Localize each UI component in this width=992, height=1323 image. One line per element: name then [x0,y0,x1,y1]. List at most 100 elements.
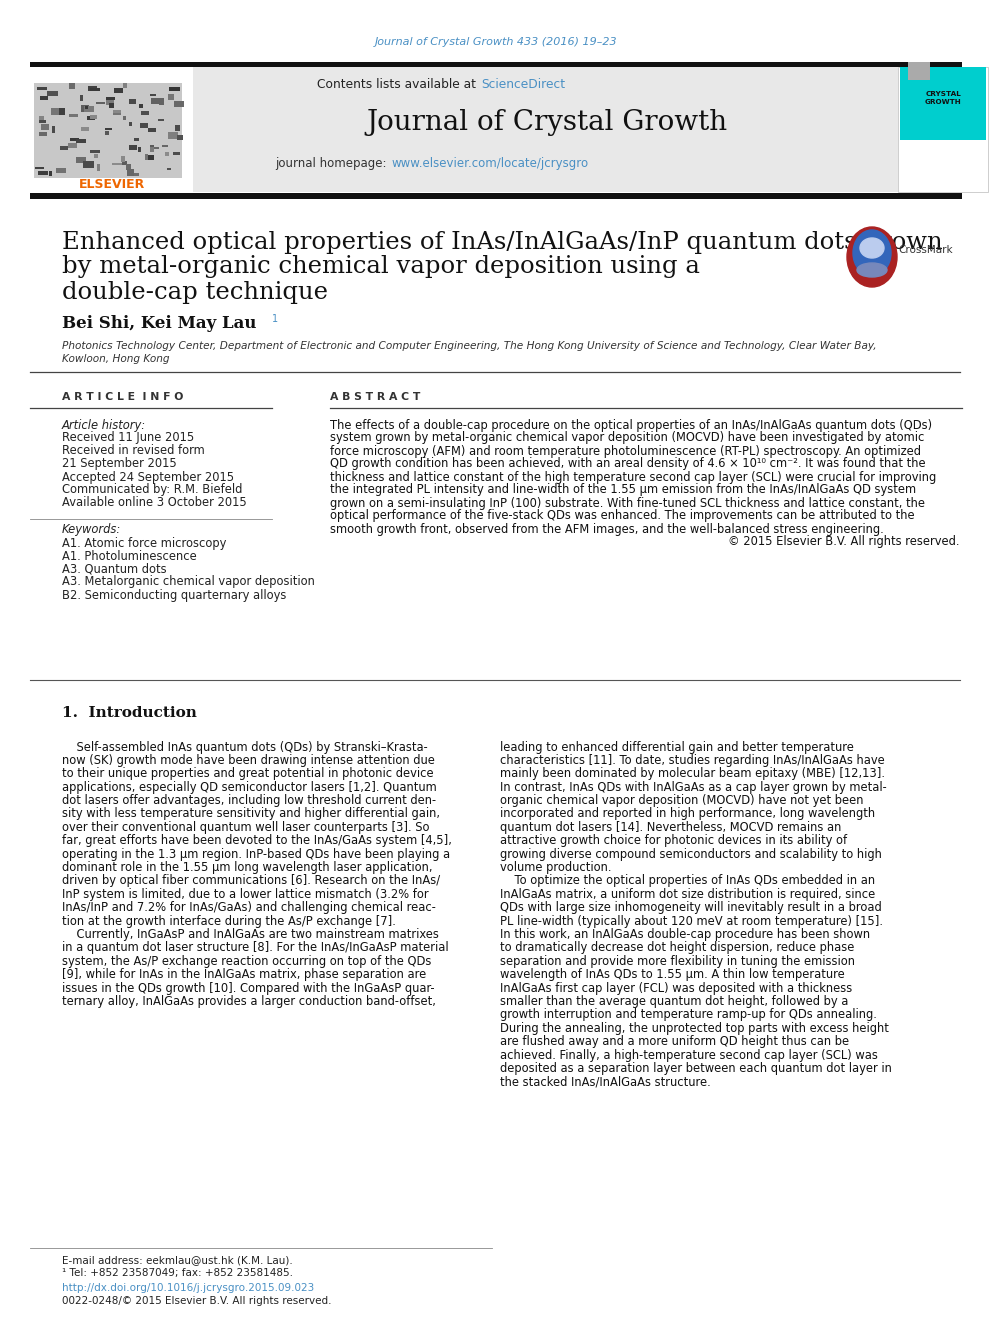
Bar [37,87,47,90]
Text: Self-assembled InAs quantum dots (QDs) by Stranski–Krasta-: Self-assembled InAs quantum dots (QDs) b… [62,741,428,754]
Text: ScienceDirect: ScienceDirect [481,78,565,90]
Text: are flushed away and a more uniform QD height thus can be: are flushed away and a more uniform QD h… [500,1036,849,1048]
Text: smooth growth front, observed from the AFM images, and the well-balanced stress : smooth growth front, observed from the A… [330,523,884,536]
Bar [160,98,164,105]
Text: During the annealing, the unprotected top parts with excess height: During the annealing, the unprotected to… [500,1021,889,1035]
Bar [168,132,179,139]
Bar [127,169,134,176]
Text: far, great efforts have been devoted to the InAs/GaAs system [4,5],: far, great efforts have been devoted to … [62,835,452,847]
Bar [147,155,154,160]
Text: Contents lists available at: Contents lists available at [317,78,480,90]
Bar [193,67,898,192]
Text: © 2015 Elsevier B.V. All rights reserved.: © 2015 Elsevier B.V. All rights reserved… [728,536,960,549]
Text: separation and provide more flexibility in tuning the emission: separation and provide more flexibility … [500,955,855,968]
Text: QDs with large size inhomogeneity will inevitably result in a broad: QDs with large size inhomogeneity will i… [500,901,882,914]
Text: tion at the growth interface during the As/P exchange [7].: tion at the growth interface during the … [62,914,396,927]
Text: system grown by metal-organic chemical vapor deposition (MOCVD) have been invest: system grown by metal-organic chemical v… [330,431,925,445]
Bar [175,126,181,131]
Text: quantum dot lasers [14]. Nevertheless, MOCVD remains an: quantum dot lasers [14]. Nevertheless, M… [500,820,841,833]
Text: The effects of a double-cap procedure on the optical properties of an InAs/InAlG: The effects of a double-cap procedure on… [330,418,932,431]
Text: dot lasers offer advantages, including low threshold current den-: dot lasers offer advantages, including l… [62,794,436,807]
Text: ternary alloy, InAlGaAs provides a larger conduction band-offset,: ternary alloy, InAlGaAs provides a large… [62,995,435,1008]
Bar [159,119,164,122]
Ellipse shape [853,230,891,277]
Bar [76,139,86,143]
Bar [51,108,60,115]
Ellipse shape [847,228,897,287]
Bar [84,106,94,112]
Bar [900,67,986,140]
Text: the stacked InAs/InAlGaAs structure.: the stacked InAs/InAlGaAs structure. [500,1076,710,1089]
Bar [49,171,53,176]
Bar [139,105,143,107]
Bar [106,99,114,106]
Bar [177,135,183,140]
Bar [105,131,109,135]
Bar [34,83,182,179]
Text: A R T I C L E  I N F O: A R T I C L E I N F O [62,392,184,402]
Bar [105,128,111,131]
Text: journal homepage:: journal homepage: [275,156,390,169]
Text: Available online 3 October 2015: Available online 3 October 2015 [62,496,247,509]
Bar [52,108,61,112]
Bar [90,115,96,119]
Text: deposited as a separation layer between each quantum dot layer in: deposited as a separation layer between … [500,1062,892,1076]
Bar [150,147,154,152]
Bar [140,123,148,127]
Bar [36,167,44,169]
Bar [97,164,100,171]
Bar [145,153,148,160]
Text: thickness and lattice constant of the high temperature second cap layer (SCL) we: thickness and lattice constant of the hi… [330,471,936,483]
Text: incorporated and reported in high performance, long wavelength: incorporated and reported in high perfor… [500,807,875,820]
Bar [112,163,122,165]
Bar [123,83,127,87]
Text: issues in the QDs growth [10]. Compared with the InGaAsP quar-: issues in the QDs growth [10]. Compared … [62,982,434,995]
Bar [123,116,126,120]
Text: force microscopy (AFM) and room temperature photoluminescence (RT-PL) spectrosco: force microscopy (AFM) and room temperat… [330,445,921,458]
Bar [122,161,127,165]
Text: Accepted 24 September 2015: Accepted 24 September 2015 [62,471,234,483]
Bar [89,87,100,90]
Text: driven by optical fiber communications [6]. Research on the InAs/: driven by optical fiber communications [… [62,875,440,888]
Bar [57,168,66,173]
Bar [141,111,149,115]
Text: Photonics Technology Center, Department of Electronic and Computer Engineering, : Photonics Technology Center, Department … [62,341,877,351]
Text: double-cap technique: double-cap technique [62,280,328,303]
Bar [138,147,141,152]
Text: in a quantum dot laser structure [8]. For the InAs/InGaAsP material: in a quantum dot laser structure [8]. Fo… [62,942,448,954]
Bar [61,146,67,151]
Text: In contrast, InAs QDs with InAlGaAs as a cap layer grown by metal-: In contrast, InAs QDs with InAlGaAs as a… [500,781,887,794]
Text: InAlGaAs matrix, a uniform dot size distribution is required, since: InAlGaAs matrix, a uniform dot size dist… [500,888,875,901]
Text: A B S T R A C T: A B S T R A C T [330,392,421,402]
Text: 1.  Introduction: 1. Introduction [62,706,196,720]
Bar [30,62,962,67]
Text: ELSEVIER: ELSEVIER [79,179,145,192]
Text: Communicated by: R.M. Biefeld: Communicated by: R.M. Biefeld [62,483,242,496]
Text: To optimize the optical properties of InAs QDs embedded in an: To optimize the optical properties of In… [500,875,875,888]
Ellipse shape [857,263,887,277]
Bar [173,152,180,155]
Bar [40,95,49,101]
Bar [114,87,123,93]
Bar [908,62,930,79]
Text: system, the As/P exchange reaction occurring on top of the QDs: system, the As/P exchange reaction occur… [62,955,432,968]
Text: by metal-organic chemical vapor deposition using a: by metal-organic chemical vapor depositi… [62,255,700,279]
Bar [94,153,98,157]
Bar [121,156,125,163]
Bar [60,108,65,115]
Bar [168,94,175,99]
Bar [106,98,115,101]
Text: optical performance of the five-stack QDs was enhanced. The improvements can be : optical performance of the five-stack QD… [330,509,915,523]
Text: 21 September 2015: 21 September 2015 [62,458,177,471]
Bar [113,110,121,112]
Bar [129,99,137,103]
Text: applications, especially QD semiconductor lasers [1,2]. Quantum: applications, especially QD semiconducto… [62,781,436,794]
Bar [113,112,121,115]
Text: Received in revised form: Received in revised form [62,445,204,458]
Text: organic chemical vapor deposition (MOCVD) have not yet been: organic chemical vapor deposition (MOCVD… [500,794,863,807]
Bar [149,128,156,132]
Bar [162,144,169,147]
Text: mainly been dominated by molecular beam epitaxy (MBE) [12,13].: mainly been dominated by molecular beam … [500,767,885,781]
Bar [69,138,79,140]
Text: A1. Photoluminescence: A1. Photoluminescence [62,549,196,562]
